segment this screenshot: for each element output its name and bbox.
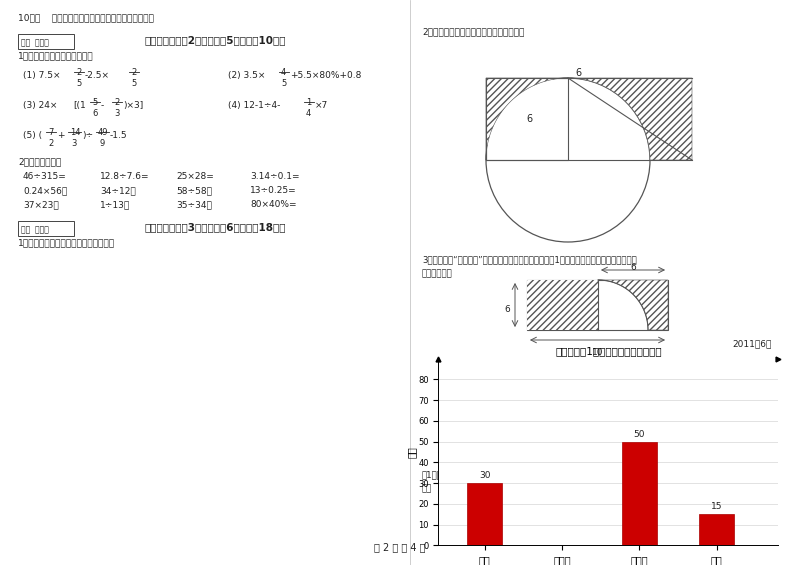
Text: [(1: [(1 xyxy=(73,101,86,110)
Text: 9: 9 xyxy=(99,139,104,148)
Text: 5: 5 xyxy=(92,98,98,107)
Text: 4: 4 xyxy=(306,109,311,118)
Text: 12.8÷7.6=: 12.8÷7.6= xyxy=(100,172,150,181)
Text: 34÷12＝: 34÷12＝ xyxy=(100,186,136,195)
Title: 某十字路口1小时内闯红灯情况统计图: 某十字路口1小时内闯红灯情况统计图 xyxy=(555,346,662,357)
Text: 2．求图中阴影部分的面积（单位：厘米）: 2．求图中阴影部分的面积（单位：厘米） xyxy=(422,27,524,36)
Text: 35÷34＝: 35÷34＝ xyxy=(176,200,212,209)
Bar xyxy=(699,514,734,545)
Text: 37×23＝: 37×23＝ xyxy=(23,200,58,209)
Text: 50: 50 xyxy=(634,429,645,438)
Text: 80×40%=: 80×40%= xyxy=(250,200,297,209)
Text: 6: 6 xyxy=(526,114,532,124)
Text: 1÷13＝: 1÷13＝ xyxy=(100,200,130,209)
Text: 5: 5 xyxy=(131,79,136,88)
Text: +5.5×80%+0.8: +5.5×80%+0.8 xyxy=(290,71,362,80)
Text: 4: 4 xyxy=(281,68,286,77)
Text: 2011年6月: 2011年6月 xyxy=(733,340,772,349)
Text: 1: 1 xyxy=(306,98,311,107)
Text: 2．直接写得数：: 2．直接写得数： xyxy=(18,157,62,166)
Text: 第 2 页 共 4 页: 第 2 页 共 4 页 xyxy=(374,542,426,552)
Text: -2.5×: -2.5× xyxy=(85,71,110,80)
Text: 58÷58＝: 58÷58＝ xyxy=(176,186,212,195)
Text: -1.5: -1.5 xyxy=(110,131,128,140)
Text: 6: 6 xyxy=(504,305,510,314)
Text: 五、综合题（共3小题，每题6分，共计18分）: 五、综合题（共3小题，每题6分，共计18分） xyxy=(144,222,286,232)
Text: 2: 2 xyxy=(114,98,119,107)
Text: 整。: 整。 xyxy=(422,484,432,493)
Text: 6: 6 xyxy=(630,263,636,272)
Text: 四、计算题（共2小题，每题5分，共计10分）: 四、计算题（共2小题，每题5分，共计10分） xyxy=(144,35,286,45)
Polygon shape xyxy=(598,280,668,330)
Text: 计图，如图：: 计图，如图： xyxy=(422,269,453,278)
Text: 13÷0.25=: 13÷0.25= xyxy=(250,186,297,195)
Text: )÷: )÷ xyxy=(82,131,93,140)
Text: 3.14÷0.1=: 3.14÷0.1= xyxy=(250,172,299,181)
Text: 25×28=: 25×28= xyxy=(176,172,214,181)
Text: ×7: ×7 xyxy=(315,101,328,110)
Text: 10: 10 xyxy=(592,348,603,357)
Text: 14: 14 xyxy=(70,128,81,137)
Text: 6: 6 xyxy=(575,68,581,78)
Text: 15: 15 xyxy=(711,502,722,511)
Text: )×3]: )×3] xyxy=(123,101,143,110)
Text: -: - xyxy=(101,101,104,110)
Text: 5: 5 xyxy=(281,79,286,88)
Bar xyxy=(527,280,598,330)
Text: 得分  评卷人: 得分 评卷人 xyxy=(21,225,49,234)
Text: 30: 30 xyxy=(479,471,490,480)
Text: 3: 3 xyxy=(114,109,119,118)
Text: (4) 12-1÷4-: (4) 12-1÷4- xyxy=(228,101,280,110)
Text: 10．（    ）圆柱的体积一定，底面积和高成反比例。: 10．（ ）圆柱的体积一定，底面积和高成反比例。 xyxy=(18,13,154,22)
Text: （1）闯红灯的汽车数量是摩托车的75%，闯红灯的摩托车有______辆，将统计图补充完: （1）闯红灯的汽车数量是摩托车的75%，闯红灯的摩托车有______辆，将统计图… xyxy=(422,470,642,479)
Text: (2) 3.5×: (2) 3.5× xyxy=(228,71,266,80)
Text: 7: 7 xyxy=(48,128,54,137)
Polygon shape xyxy=(568,78,692,160)
Text: 5: 5 xyxy=(76,79,82,88)
Text: 3: 3 xyxy=(71,139,76,148)
Text: (1) 7.5×: (1) 7.5× xyxy=(23,71,61,80)
Text: 0.24×56＝: 0.24×56＝ xyxy=(23,186,67,195)
Text: (5) (: (5) ( xyxy=(23,131,42,140)
Text: 1．计算，能简算的写出过程：: 1．计算，能简算的写出过程： xyxy=(18,51,94,60)
Text: 得分  评卷人: 得分 评卷人 xyxy=(21,38,49,47)
Bar xyxy=(622,442,657,545)
Bar xyxy=(527,280,668,330)
Text: 46÷315=: 46÷315= xyxy=(23,172,66,181)
Bar xyxy=(18,34,74,49)
Text: 1．求阴影部分的面积（单位：厘米）。: 1．求阴影部分的面积（单位：厘米）。 xyxy=(18,238,115,247)
Y-axis label: 数量: 数量 xyxy=(406,446,417,458)
Bar xyxy=(467,483,502,545)
Bar xyxy=(18,221,74,236)
Text: 6: 6 xyxy=(92,109,98,118)
Text: 2: 2 xyxy=(48,139,54,148)
Bar xyxy=(486,78,568,160)
Text: +: + xyxy=(57,131,65,140)
Text: (3) 24×: (3) 24× xyxy=(23,101,58,110)
Text: 3．为了创建“文明城市”，交通部门在某个十字路口统计1个小时内闯红灯的情况，制成了统: 3．为了创建“文明城市”，交通部门在某个十字路口统计1个小时内闯红灯的情况，制成… xyxy=(422,255,637,264)
Text: 2: 2 xyxy=(76,68,82,77)
Polygon shape xyxy=(486,78,568,160)
Text: 49: 49 xyxy=(98,128,109,137)
Text: 2: 2 xyxy=(131,68,136,77)
